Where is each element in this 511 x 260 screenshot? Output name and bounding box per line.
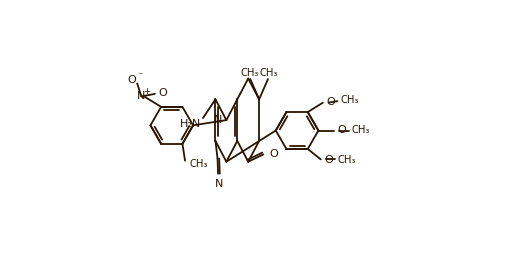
Text: N: N — [214, 115, 222, 125]
Text: O: O — [337, 125, 346, 135]
Text: N: N — [215, 179, 223, 189]
Text: O: O — [158, 88, 167, 98]
Text: CH₃: CH₃ — [338, 155, 356, 165]
Text: O: O — [269, 149, 278, 159]
Text: ⁻: ⁻ — [137, 72, 143, 82]
Text: CH₃: CH₃ — [352, 125, 370, 135]
Text: CH₃: CH₃ — [240, 68, 259, 78]
Text: CH₃: CH₃ — [190, 159, 208, 169]
Text: O: O — [127, 75, 135, 85]
Text: O: O — [324, 155, 333, 165]
Text: N: N — [137, 92, 146, 101]
Text: CH₃: CH₃ — [260, 68, 278, 78]
Text: CH₃: CH₃ — [340, 95, 358, 105]
Text: +: + — [143, 87, 150, 96]
Text: H₂N: H₂N — [180, 119, 201, 129]
Text: O: O — [327, 97, 335, 107]
